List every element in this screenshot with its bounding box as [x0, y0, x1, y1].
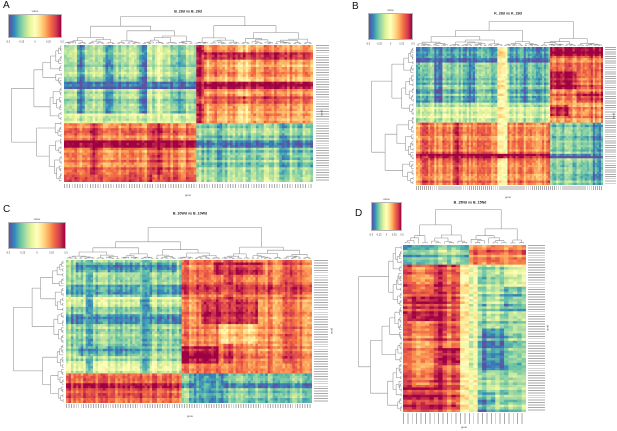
panel-b-title-text: K_28d vs K_28d: [494, 12, 522, 16]
colorbar-tick: 0: [390, 43, 392, 46]
panel-a-x-axis-label: gene: [185, 193, 192, 197]
panel-b-y-axis-label-text: gene: [612, 113, 616, 120]
panel-b-heatmap: [416, 47, 603, 185]
panel-b-row-dendrogram: [371, 47, 414, 185]
panel-d-colorbar-title: value: [383, 197, 390, 201]
colorbar-tick: -0.25: [376, 234, 382, 237]
panel-a-colorbar: [8, 14, 62, 38]
panel-d-y-axis-label-text: gene: [546, 325, 550, 332]
panel-b-title: K_28d vs K_28d: [494, 12, 522, 16]
panel-b-colorbar-ticks: -0.5 -0.25 0 0.25 0.5: [366, 43, 415, 46]
panel-c-title-text: B_10Wd vs B_10Wd: [173, 212, 207, 216]
panel-b-colorbar: [368, 13, 413, 40]
panel-c-row-labels: [314, 260, 328, 403]
panel-a-column-labels: [64, 184, 313, 188]
panel-d-column-dendrogram: [404, 209, 525, 244]
panel-b-label: B: [352, 1, 359, 12]
panel-c-column-labels: [66, 404, 312, 408]
panel-a-row-labels: [316, 45, 329, 182]
panel-d-column-labels: [403, 413, 526, 424]
panel-b-x-axis-label-text: gene: [505, 195, 512, 199]
panel-b-y-axis-label: gene: [612, 113, 616, 120]
panel-c-y-axis-label: gene: [330, 328, 334, 335]
colorbar-tick: -0.5: [366, 43, 371, 46]
panel-c-y-axis-label-text: gene: [330, 328, 334, 335]
panel-a-colorbar-title: value: [32, 9, 39, 13]
panel-c-colorbar: [8, 222, 66, 249]
panel-a-title: B_28d vs B_28d: [174, 10, 202, 14]
panel-d-row-dendrogram: [358, 245, 402, 412]
colorbar-tick: -0.25: [20, 252, 26, 255]
panel-a-x-axis-label-text: gene: [185, 193, 192, 197]
panel-b-row-labels: [605, 47, 616, 185]
colorbar-tick: 0.5: [60, 41, 64, 44]
panel-c-column-dendrogram: [66, 227, 312, 259]
panel-a-row-dendrogram: [11, 45, 62, 182]
panel-d-x-axis-label-text: gene: [461, 425, 468, 429]
colorbar-tick: 0: [386, 234, 388, 237]
panel-a-label: A: [3, 0, 10, 11]
panel-a-y-axis-label-text: gene: [320, 110, 324, 117]
colorbar-tick: 0.5: [400, 234, 404, 237]
panel-c-row-dendrogram: [13, 260, 64, 403]
panel-c-title: B_10Wd vs B_10Wd: [173, 212, 207, 216]
panel-a-colorbar-ticks: -0.5 -0.25 0 0.25 0.5: [6, 41, 64, 44]
panel-d-title: B_15Nd vs B_15Nd: [454, 201, 487, 205]
colorbar-tick: -0.5: [369, 234, 374, 237]
colorbar-tick: 0.25: [399, 43, 404, 46]
colorbar-tick: 0.25: [49, 252, 54, 255]
panel-c-colorbar-ticks: -0.5 -0.25 0 0.25 0.5: [6, 252, 68, 255]
panel-a-title-text: B_28d vs B_28d: [174, 10, 202, 14]
panel-b-colorbar-title: value: [387, 8, 394, 12]
panel-b-colorbar-title-text: value: [387, 8, 394, 12]
colorbar-tick: 0.5: [411, 43, 415, 46]
panel-a-colorbar-title-text: value: [32, 9, 39, 13]
colorbar-tick: 0: [36, 252, 38, 255]
panel-d-row-labels: [528, 245, 545, 412]
colorbar-tick: -0.5: [6, 252, 11, 255]
panel-d-title-text: B_15Nd vs B_15Nd: [454, 201, 487, 205]
panel-d-y-axis-label: gene: [546, 325, 550, 332]
panel-c-heatmap: [66, 260, 312, 403]
panel-c-label: C: [3, 204, 11, 215]
panel-c-x-axis-label-text: gene: [187, 414, 194, 418]
colorbar-tick: 0.25: [392, 234, 397, 237]
panel-a-heatmap: [64, 45, 313, 182]
colorbar-tick: 0.5: [64, 252, 68, 255]
panel-c-x-axis-label: gene: [187, 414, 194, 418]
panel-a-column-dendrogram: [65, 16, 312, 44]
panel-c-colorbar-title-text: value: [34, 217, 41, 221]
colorbar-tick: -0.25: [377, 43, 383, 46]
panel-a-y-axis-label: gene: [320, 110, 324, 117]
panel-b-column-dendrogram: [416, 21, 603, 46]
panel-d-label: D: [355, 208, 363, 219]
colorbar-tick: 0: [34, 41, 36, 44]
panel-d-x-axis-label: gene: [461, 425, 468, 429]
panel-d-colorbar-ticks: -0.5 -0.25 0 0.25 0.5: [369, 234, 404, 237]
panel-d-heatmap: [403, 245, 526, 412]
panel-c-colorbar-title: value: [34, 217, 41, 221]
colorbar-tick: -0.5: [6, 41, 11, 44]
panel-d-colorbar-title-text: value: [383, 197, 390, 201]
panel-b-column-labels: [416, 186, 603, 190]
colorbar-tick: -0.25: [19, 41, 25, 44]
colorbar-tick: 0.25: [46, 41, 51, 44]
panel-b-x-axis-label: gene: [505, 195, 512, 199]
panel-d-colorbar: [371, 202, 402, 231]
